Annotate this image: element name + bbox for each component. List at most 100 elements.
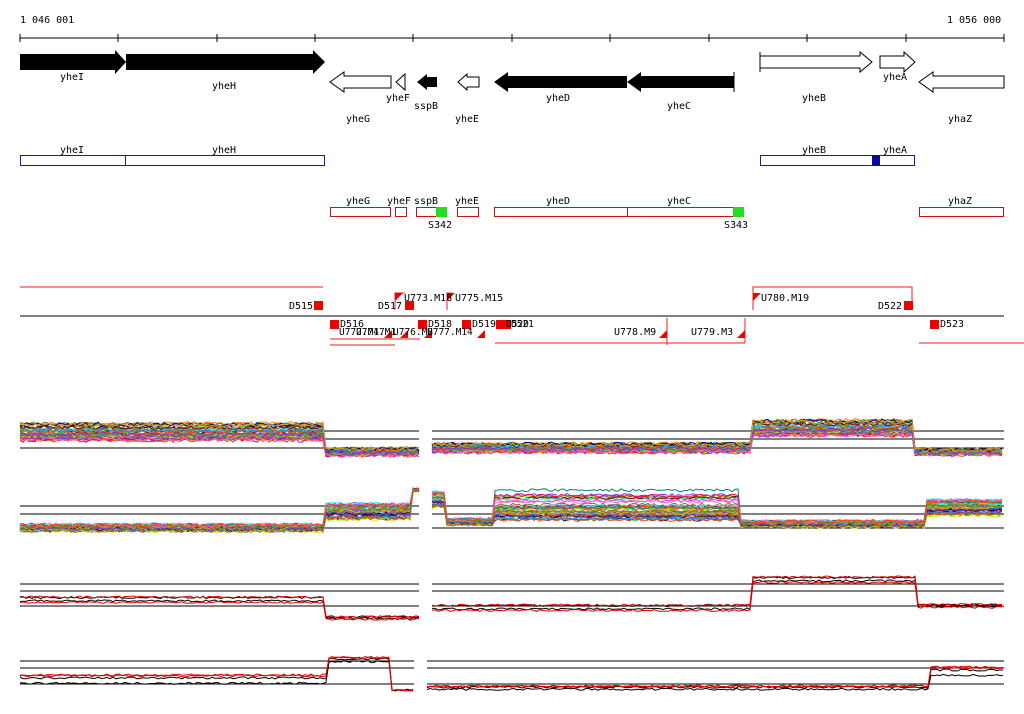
expression-trace bbox=[426, 666, 1003, 688]
ruler-ticks bbox=[19, 34, 1005, 42]
expression-trace bbox=[19, 656, 414, 692]
tss-label-U774: U774.M1 bbox=[356, 327, 396, 338]
site-marker-S342[interactable] bbox=[436, 207, 447, 217]
expression-trace bbox=[19, 422, 420, 452]
expression-trace bbox=[431, 426, 1003, 455]
tss-label-D522: D522 bbox=[878, 301, 902, 312]
tss-marker-U779[interactable] bbox=[737, 330, 745, 338]
tss-marker-D515[interactable] bbox=[314, 301, 323, 310]
operon-box-yheB[interactable] bbox=[760, 155, 875, 166]
operon-box-yheA[interactable] bbox=[874, 155, 915, 166]
tss-label-U779: U779.M3 bbox=[691, 327, 733, 338]
gene-arrow-yheC[interactable] bbox=[627, 72, 734, 92]
tss-marker-D518[interactable] bbox=[418, 320, 427, 329]
expression-trace bbox=[431, 498, 1003, 526]
gene-label-yheC: yheC bbox=[667, 101, 691, 112]
operon-label-sspB: sspB bbox=[414, 196, 438, 207]
tss-label-D516: D516 bbox=[340, 319, 364, 330]
expression-trace bbox=[19, 488, 420, 531]
tss-label-D521: D521 bbox=[511, 319, 534, 330]
operon-label-yheF: yheF bbox=[387, 196, 411, 207]
tss-label-D518: D518 bbox=[428, 319, 452, 330]
transcript-track: D515 D517 U773.M18 U775.M15 U780.M19 D52… bbox=[20, 286, 1024, 346]
expression-trace bbox=[431, 427, 1003, 456]
gene-label-yheH: yheH bbox=[212, 81, 236, 92]
operon-label-yheI: yheI bbox=[60, 145, 84, 156]
gene-arrows bbox=[20, 50, 1005, 93]
coordinate-ruler: 1 046 001 1 056 000 bbox=[19, 15, 1005, 42]
gene-label-yheD: yheD bbox=[546, 93, 570, 104]
operon-track-blue: yheI yheH yheB yheA bbox=[20, 145, 915, 166]
operon-box-yheG[interactable] bbox=[330, 207, 391, 217]
gene-label-yheF: yheF bbox=[386, 93, 410, 104]
tss-marker-D519[interactable] bbox=[462, 320, 471, 329]
gene-arrow-yheI[interactable] bbox=[20, 50, 126, 74]
tss-label-D517: D517 bbox=[378, 301, 402, 312]
expression-trace bbox=[431, 418, 1003, 453]
tss-marker-D522[interactable] bbox=[904, 301, 913, 310]
tss-label-D520: D520 bbox=[506, 319, 529, 330]
expression-trace bbox=[431, 419, 1003, 453]
tss-label-D523: D523 bbox=[940, 319, 964, 330]
gene-label-yheB: yheB bbox=[802, 93, 826, 104]
gene-label-yhaZ: yhaZ bbox=[948, 114, 972, 125]
site-label-S343: S343 bbox=[724, 220, 748, 231]
gene-arrow-yheB[interactable] bbox=[759, 50, 873, 74]
tss-marker-U780[interactable] bbox=[753, 293, 761, 301]
tss-marker-U773[interactable] bbox=[395, 293, 403, 301]
gene-arrow-yheD[interactable] bbox=[494, 72, 627, 92]
expression-trace bbox=[431, 499, 1003, 527]
gene-arrow-yheF[interactable] bbox=[395, 72, 406, 92]
operon-label-yhaZ: yhaZ bbox=[948, 196, 972, 207]
tss-label-U772: U772.M17 bbox=[339, 327, 385, 338]
expression-trace bbox=[19, 430, 420, 455]
operon-track-red: yheG yheF sspB yheE yheD yheC yhaZ S342 … bbox=[330, 196, 1004, 231]
site-marker-S343[interactable] bbox=[733, 207, 744, 217]
expression-trace bbox=[431, 502, 1003, 528]
expression-panels bbox=[19, 417, 1004, 692]
expression-trace bbox=[431, 580, 1003, 612]
expression-trace bbox=[19, 488, 420, 534]
operon-label-yheB: yheB bbox=[802, 145, 826, 156]
operon-box-yheC[interactable] bbox=[627, 207, 744, 217]
tss-marker-U778[interactable] bbox=[659, 330, 667, 338]
tss-label-U780: U780.M19 bbox=[761, 293, 809, 304]
expression-trace bbox=[431, 492, 1003, 524]
tss-marker-D523[interactable] bbox=[930, 320, 939, 329]
tss-label-U775: U775.M15 bbox=[455, 293, 503, 304]
operon-box-yheF[interactable] bbox=[395, 207, 407, 217]
gene-arrow-yheH[interactable] bbox=[126, 50, 325, 74]
gene-arrow-yheA[interactable] bbox=[879, 50, 916, 74]
expression-trace bbox=[431, 575, 1003, 607]
operon-box-yheD[interactable] bbox=[494, 207, 628, 217]
gene-arrow-yheE[interactable] bbox=[457, 72, 480, 92]
expression-trace bbox=[19, 486, 420, 530]
tss-marker-D517[interactable] bbox=[405, 301, 414, 310]
operon-box-yheE[interactable] bbox=[457, 207, 479, 217]
tss-label-U776: U776.M8 bbox=[393, 327, 433, 338]
expression-trace bbox=[431, 432, 1003, 457]
operon-label-yheC: yheC bbox=[667, 196, 691, 207]
tss-marker-U775[interactable] bbox=[447, 293, 455, 301]
tss-marker-D520[interactable] bbox=[496, 320, 505, 329]
tss-marker-D516[interactable] bbox=[330, 320, 339, 329]
expression-trace bbox=[19, 655, 414, 692]
tss-marker-D521[interactable] bbox=[502, 320, 511, 329]
expression-trace bbox=[431, 504, 1003, 529]
expression-trace bbox=[19, 600, 420, 621]
operon-box-yheH[interactable] bbox=[125, 155, 325, 166]
gene-labels: yheI yheH yheB yheA yheG yheF sspB yheE … bbox=[60, 72, 972, 125]
gene-label-yheA: yheA bbox=[883, 72, 907, 83]
operon-box-yheI[interactable] bbox=[20, 155, 126, 166]
gene-arrow-yhaZ[interactable] bbox=[918, 71, 1005, 93]
gene-arrow-sspB[interactable] bbox=[417, 74, 437, 90]
tss-label-U773: U773.M18 bbox=[404, 293, 452, 304]
expression-trace bbox=[19, 434, 420, 457]
operon-label-yheG: yheG bbox=[346, 196, 370, 207]
operon-label-yheE: yheE bbox=[455, 196, 479, 207]
gene-label-sspB: sspB bbox=[414, 101, 438, 112]
expression-trace bbox=[19, 489, 420, 529]
operon-box-yhaZ[interactable] bbox=[919, 207, 1004, 217]
gene-arrow-yheG[interactable] bbox=[329, 71, 392, 93]
